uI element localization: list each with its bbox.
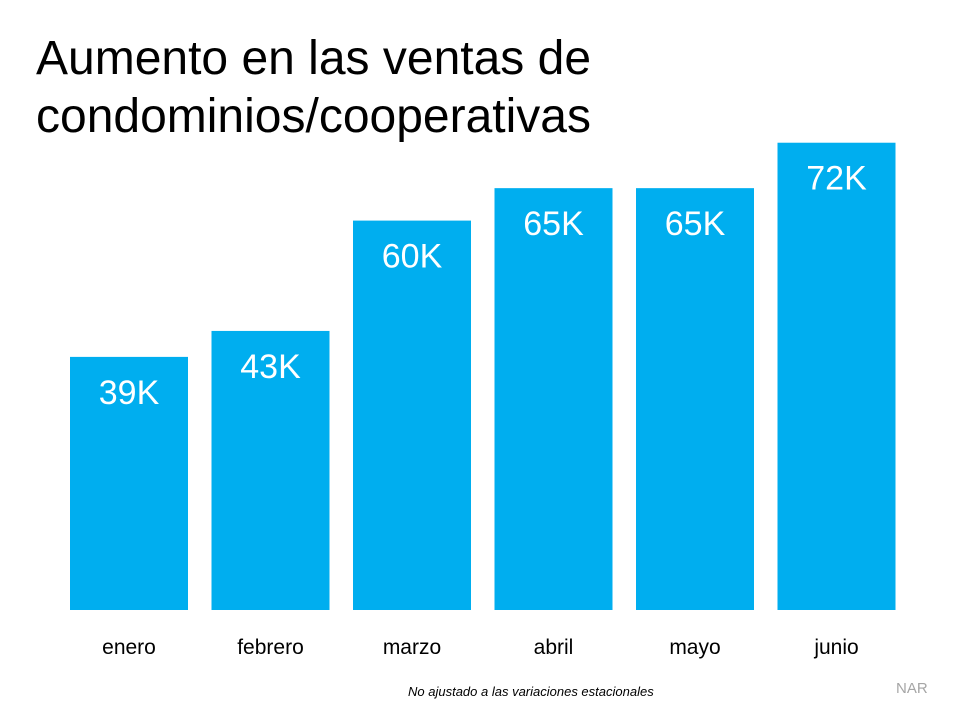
- data-label: 65K: [665, 205, 726, 243]
- x-tick-label: junio: [813, 636, 858, 659]
- x-tick-label: mayo: [669, 636, 720, 659]
- bar-junio: [777, 142, 896, 610]
- bar-mayo: [636, 188, 754, 610]
- chart-title: Aumento en las ventas de condominios/coo…: [36, 32, 592, 143]
- data-label: 60K: [382, 238, 443, 276]
- x-tick-label: marzo: [383, 636, 441, 659]
- data-label: 65K: [523, 205, 584, 243]
- x-tick-label: abril: [534, 636, 574, 659]
- data-label: 43K: [240, 348, 301, 386]
- footnote: No ajustado a las variaciones estacional…: [408, 684, 654, 699]
- x-tick-label: enero: [102, 636, 156, 659]
- bar-marzo: [353, 220, 471, 610]
- x-tick-label: febrero: [237, 636, 304, 659]
- source-label: NAR: [896, 680, 928, 697]
- data-label: 39K: [99, 374, 160, 412]
- data-label: 72K: [806, 160, 867, 198]
- bar-enero: [70, 356, 188, 610]
- bar-abril: [494, 188, 613, 610]
- bar-febrero: [211, 330, 330, 610]
